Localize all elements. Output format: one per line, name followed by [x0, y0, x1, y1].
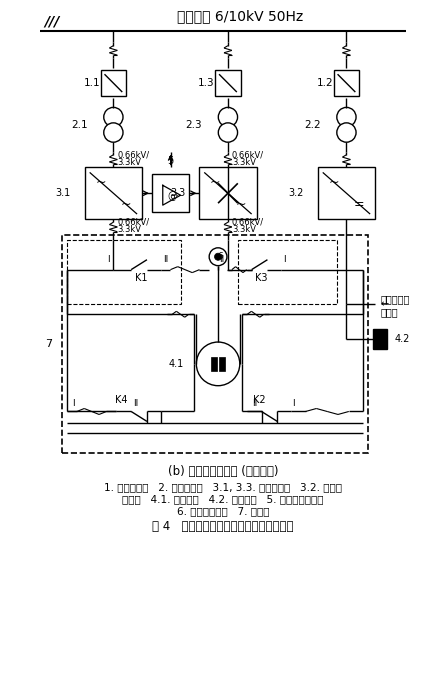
Text: II: II — [133, 399, 138, 408]
Text: =: = — [354, 198, 364, 211]
Text: 3.3kV: 3.3kV — [232, 225, 256, 234]
Text: 与励磁电压: 与励磁电压 — [380, 295, 409, 304]
Text: 1.3: 1.3 — [198, 78, 215, 88]
Bar — [373, 329, 387, 349]
Text: 4.1: 4.1 — [168, 359, 183, 369]
Circle shape — [196, 342, 240, 386]
Text: I: I — [283, 255, 286, 264]
Circle shape — [218, 108, 238, 126]
Text: 2.1: 2.1 — [71, 120, 88, 130]
Text: 7: 7 — [45, 339, 52, 349]
Circle shape — [215, 253, 222, 261]
Bar — [152, 174, 190, 212]
Text: K4: K4 — [115, 395, 128, 404]
Bar — [334, 70, 359, 96]
Text: ~: ~ — [235, 198, 246, 211]
Text: 1.2: 1.2 — [316, 78, 333, 88]
Text: 0.66kV/: 0.66kV/ — [117, 150, 149, 159]
Text: 供电电压 6/10kV 50Hz: 供电电压 6/10kV 50Hz — [177, 10, 303, 24]
Text: K1: K1 — [135, 272, 147, 283]
Text: ~: ~ — [95, 175, 106, 188]
Text: I: I — [73, 399, 75, 408]
Text: 3.3: 3.3 — [170, 188, 186, 198]
Text: ~: ~ — [329, 175, 339, 188]
Text: 1. 高压开关柜   2. 整流变压器   3.1, 3.3. 变功率单元   3.2. 励磁功: 1. 高压开关柜 2. 整流变压器 3.1, 3.3. 变功率单元 3.2. 励… — [104, 482, 342, 492]
Text: 4.2: 4.2 — [395, 334, 410, 344]
Text: II: II — [163, 255, 168, 264]
Text: (b) 双绕组串联运行 (全载半速): (b) 双绕组串联运行 (全载半速) — [168, 464, 278, 477]
Text: 3.3kV: 3.3kV — [117, 225, 141, 234]
Bar — [199, 167, 256, 219]
Bar — [67, 240, 181, 304]
Bar — [215, 70, 241, 96]
Bar — [211, 357, 217, 371]
Text: 3.3kV: 3.3kV — [232, 158, 256, 167]
Text: 2.2: 2.2 — [304, 120, 321, 130]
Text: 1.1: 1.1 — [83, 78, 100, 88]
Text: @: @ — [168, 191, 178, 202]
Text: 6. 绝对值解码器   7. 切换柜: 6. 绝对值解码器 7. 切换柜 — [177, 506, 269, 516]
Text: 图 4   双绕组低速同步机变频系统原理示意: 图 4 双绕组低速同步机变频系统原理示意 — [152, 520, 294, 533]
Text: 3.3kV: 3.3kV — [117, 158, 141, 167]
Bar — [85, 167, 142, 219]
Text: 3.2: 3.2 — [289, 188, 304, 198]
Circle shape — [337, 123, 356, 142]
Bar — [238, 240, 337, 304]
Text: 2.3: 2.3 — [186, 120, 202, 130]
Text: II: II — [252, 399, 257, 408]
Text: 率单元   4.1. 定子绕组   4.2. 励磁绕组   5. 闭环矢量控制器: 率单元 4.1. 定子绕组 4.2. 励磁绕组 5. 闭环矢量控制器 — [122, 493, 324, 504]
Circle shape — [104, 108, 123, 126]
Circle shape — [209, 248, 227, 265]
Text: 0.66kV/: 0.66kV/ — [232, 218, 264, 227]
Text: 6: 6 — [217, 252, 223, 261]
Text: 5: 5 — [168, 156, 174, 167]
Text: I: I — [107, 255, 109, 264]
Bar — [100, 70, 126, 96]
Circle shape — [337, 108, 356, 126]
Text: 相匹配: 相匹配 — [380, 307, 398, 318]
Text: ~: ~ — [210, 175, 221, 188]
Circle shape — [104, 123, 123, 142]
Bar — [318, 167, 375, 219]
Bar — [219, 357, 225, 371]
Text: ///: /// — [44, 15, 60, 28]
Text: I: I — [292, 399, 294, 408]
Text: 0.66kV/: 0.66kV/ — [232, 150, 264, 159]
Circle shape — [218, 123, 238, 142]
Bar — [62, 235, 368, 453]
Text: II: II — [219, 255, 224, 264]
Text: 0.66kV/: 0.66kV/ — [117, 218, 149, 227]
Text: ~: ~ — [121, 198, 131, 211]
Text: 3.1: 3.1 — [56, 188, 71, 198]
Text: K2: K2 — [253, 395, 266, 404]
Text: K3: K3 — [255, 272, 268, 283]
Text: ←: ← — [380, 300, 388, 309]
